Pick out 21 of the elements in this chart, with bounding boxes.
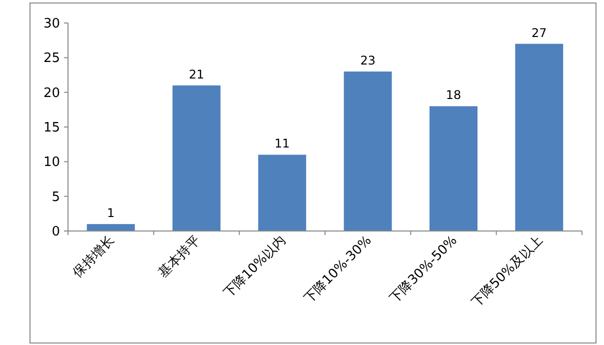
bar: [172, 85, 220, 231]
x-tick-label: 基本持平: [156, 233, 204, 281]
data-label: 11: [274, 136, 290, 151]
data-label: 21: [188, 67, 204, 82]
data-label: 18: [446, 88, 462, 102]
data-label: 27: [532, 26, 547, 40]
data-label: 1: [107, 206, 115, 220]
y-tick-label: 30: [43, 16, 60, 32]
data-label: 23: [360, 54, 376, 68]
y-tick-label: 5: [52, 190, 60, 205]
y-tick-label: 0: [52, 224, 60, 240]
bar: [430, 106, 478, 231]
bar: [86, 224, 135, 231]
y-tick-label: 20: [43, 86, 60, 101]
bar: [258, 154, 306, 231]
y-tick-label: 25: [43, 51, 60, 66]
x-tick-label: 保持增长: [70, 233, 118, 281]
bar: [515, 44, 564, 231]
bar: [344, 72, 392, 231]
y-tick-label: 10: [43, 155, 60, 170]
y-tick-label: 15: [43, 120, 60, 136]
